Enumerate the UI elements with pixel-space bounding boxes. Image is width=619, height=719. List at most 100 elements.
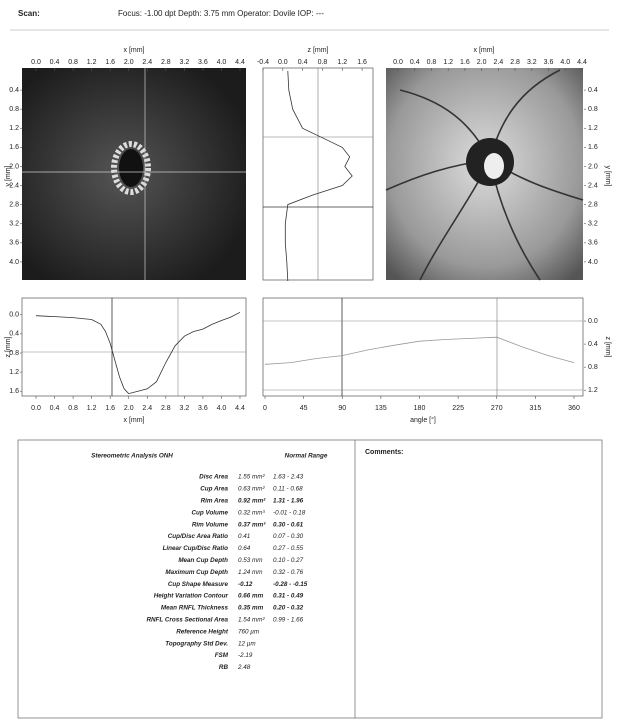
row-value: 0.53 mm	[238, 557, 263, 564]
x-tick-label: 90	[338, 405, 346, 412]
row-range: 0.32 - 0.76	[273, 569, 304, 576]
row-range: 0.20 - 0.32	[273, 605, 304, 612]
x-tick-label: 1.6	[460, 59, 470, 66]
y-tick-label: 4.0	[588, 259, 598, 266]
row-value: 0.63 mm²	[238, 486, 265, 493]
x-tick-label: 45	[300, 405, 308, 412]
row-label: Height Variation Contour	[154, 593, 229, 600]
row-label: Maximum Cup Depth	[165, 569, 228, 576]
y-tick-label: 2.8	[588, 201, 598, 208]
row-value: 1.55 mm²	[238, 474, 265, 481]
x-tick-label: 1.2	[87, 59, 97, 66]
x-tick-label: 0.4	[298, 59, 308, 66]
x-tick-label: 4.4	[235, 59, 245, 66]
x-tick-label: 2.8	[161, 405, 171, 412]
y-tick-label: 2.0	[588, 163, 598, 170]
x-tick-label: 3.2	[179, 59, 189, 66]
row-range: 0.99 - 1.66	[273, 616, 304, 623]
x-tick-label: 0.8	[427, 59, 437, 66]
contour-frame	[263, 298, 583, 396]
x-tick-label: 2.0	[124, 59, 134, 66]
row-value: -0.12	[238, 581, 253, 588]
y-tick-label: 0.8	[588, 106, 598, 113]
y-tick-label: 1.6	[9, 388, 19, 395]
row-value: 2.48	[237, 664, 251, 671]
y-tick-label: 1.2	[9, 125, 19, 132]
x-tick-label: 2.0	[124, 405, 134, 412]
x-tick-label: 0.0	[31, 59, 41, 66]
row-label: Rim Volume	[192, 521, 229, 528]
y-tick-label: 0.4	[588, 87, 598, 94]
x-tick-label: 4.0	[217, 405, 227, 412]
row-range: 0.07 - 0.30	[273, 533, 304, 540]
x-tick-label: 1.2	[337, 59, 347, 66]
y-tick-label: 3.2	[588, 221, 598, 228]
y-tick-label: 0.8	[588, 364, 598, 371]
x-tick-label: 0.0	[393, 59, 403, 66]
row-label: Cup Area	[200, 486, 228, 493]
x-tick-label: 225	[452, 405, 464, 412]
row-value: 0.32 mm³	[238, 509, 265, 516]
row-value: 1.54 mm²	[238, 616, 265, 623]
axis-label: x [mm]	[124, 47, 145, 54]
row-value: 1.24 mm	[238, 569, 263, 576]
row-label: Disc Area	[199, 474, 228, 481]
row-value: 0.92 mm²	[238, 497, 266, 504]
x-tick-label: 0.8	[68, 59, 78, 66]
axis-label: z [mm]	[308, 47, 329, 54]
axis-label: z [mm]	[604, 337, 611, 358]
x-tick-label: 135	[375, 405, 387, 412]
y-tick-label: 1.2	[9, 369, 19, 376]
x-tick-label: 1.2	[443, 59, 453, 66]
scan-info: Focus: -1.00 dpt Depth: 3.75 mm Operator…	[118, 9, 324, 18]
x-tick-label: 315	[530, 405, 542, 412]
row-value: 760 µm	[238, 628, 259, 635]
x-tick-label: 3.2	[527, 59, 537, 66]
row-range: 0.11 - 0.68	[273, 486, 303, 493]
row-value: 0.37 mm³	[238, 521, 266, 528]
x-tick-label: 4.0	[217, 59, 227, 66]
row-label: Mean RNFL Thickness	[161, 605, 229, 612]
row-value: 0.64	[238, 545, 251, 552]
x-tick-label: -0.4	[257, 59, 269, 66]
y-tick-label: 3.6	[9, 240, 19, 247]
axis-label: z [mm]	[5, 336, 12, 357]
x-tick-label: 0.8	[318, 59, 328, 66]
row-label: Cup Volume	[192, 509, 229, 516]
row-value: 0.66 mm	[238, 593, 264, 600]
x-tick-label: 2.4	[142, 59, 152, 66]
x-tick-label: 2.4	[142, 405, 152, 412]
x-tick-label: 1.6	[105, 59, 115, 66]
x-tick-label: 0.4	[50, 59, 60, 66]
comments-label: Comments:	[365, 449, 404, 456]
x-tick-label: 1.6	[357, 59, 367, 66]
cup	[119, 149, 143, 187]
row-range: 0.31 - 0.49	[273, 593, 304, 600]
x-tick-label: 2.4	[493, 59, 503, 66]
row-range: 0.27 - 0.55	[273, 545, 304, 552]
y-tick-label: 0.4	[9, 87, 19, 94]
row-value: 0.41	[238, 533, 250, 540]
x-tick-label: 0.0	[31, 405, 41, 412]
range-title: Normal Range	[285, 453, 328, 460]
table-frame	[18, 440, 602, 718]
row-value: 0.35 mm	[238, 605, 264, 612]
axis-label: y [mm]	[604, 166, 611, 187]
row-range: 1.31 - 1.96	[273, 497, 304, 504]
x-tick-label: 2.8	[510, 59, 520, 66]
row-range: 0.30 - 0.61	[273, 521, 304, 528]
x-tick-label: 2.0	[477, 59, 487, 66]
row-label: Reference Height	[176, 628, 229, 635]
x-tick-label: 2.8	[161, 59, 171, 66]
row-value: 12 µm	[238, 640, 256, 647]
row-label: Cup Shape Measure	[168, 581, 229, 588]
row-value: -2.19	[238, 652, 253, 659]
x-tick-label: 0	[263, 405, 267, 412]
y-tick-label: 2.8	[9, 201, 19, 208]
y-tick-label: 0.8	[9, 106, 19, 113]
y-tick-label: 1.6	[588, 144, 598, 151]
row-label: RNFL Cross Sectional Area	[146, 616, 228, 623]
row-label: Linear Cup/Disc Ratio	[163, 545, 229, 552]
row-label: Rim Area	[201, 497, 229, 504]
y-tick-label: 4.0	[9, 259, 19, 266]
